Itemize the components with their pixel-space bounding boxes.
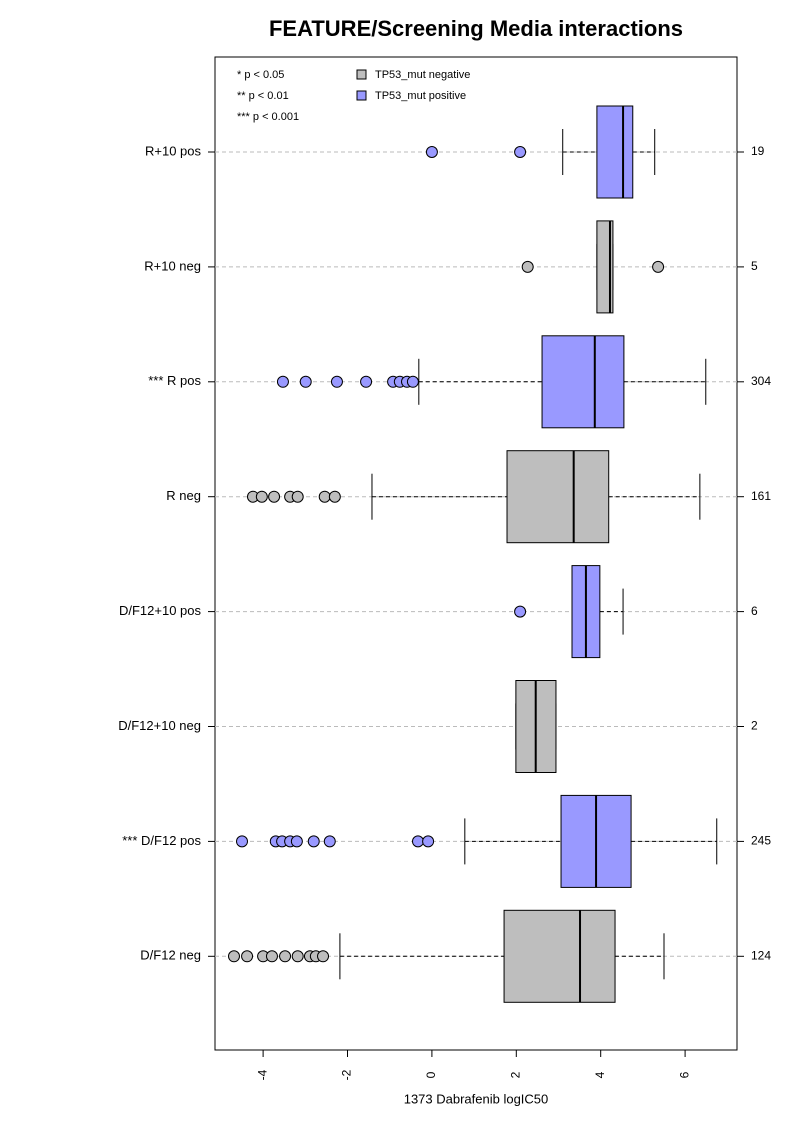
x-tick-label: 6 — [677, 1071, 691, 1078]
category-label: *** R pos — [148, 373, 201, 388]
count-label: 124 — [751, 948, 771, 962]
x-tick-label: -2 — [340, 1069, 354, 1080]
outlier — [236, 835, 249, 848]
plot-frame — [214, 56, 738, 1051]
outlier — [425, 146, 438, 158]
legend-note: *** p < 0.001 — [237, 111, 299, 123]
outlier — [268, 490, 281, 503]
chart-title: FEATURE/Screening Media interactions — [269, 16, 683, 41]
count-label: 19 — [751, 144, 765, 158]
outlier — [514, 146, 527, 158]
box — [596, 220, 614, 314]
box — [503, 909, 616, 1003]
count-label: 2 — [751, 719, 758, 733]
outlier — [265, 950, 278, 963]
count-label: 304 — [751, 374, 771, 388]
outlier — [317, 950, 330, 963]
outlier — [291, 490, 304, 503]
outlier — [411, 835, 424, 848]
legend-swatch — [356, 90, 367, 101]
outlier — [318, 490, 331, 503]
legend-note: * p < 0.05 — [237, 69, 284, 81]
outlier — [276, 375, 289, 388]
count-label: 245 — [751, 834, 771, 848]
legend-note: ** p < 0.01 — [237, 90, 289, 102]
category-label: R+10 pos — [145, 143, 202, 158]
x-tick-label: 0 — [424, 1071, 438, 1078]
category-label: *** D/F12 pos — [122, 833, 201, 848]
outlier — [514, 605, 527, 618]
outlier — [255, 490, 268, 503]
x-tick-label: 4 — [593, 1071, 607, 1078]
outlier — [291, 950, 304, 963]
legend-label: TP53_mut positive — [375, 90, 466, 102]
legend-swatch — [356, 69, 367, 80]
box — [541, 335, 625, 429]
legend-label: TP53_mut negative — [375, 69, 470, 81]
outlier — [323, 835, 336, 848]
count-label: 6 — [751, 604, 758, 618]
outlier — [330, 375, 343, 388]
category-label: D/F12+10 neg — [118, 718, 201, 733]
count-label: 161 — [751, 489, 771, 503]
x-axis-label: 1373 Dabrafenib logIC50 — [404, 1091, 549, 1106]
outlier — [652, 260, 665, 273]
outlier — [521, 260, 534, 273]
x-tick-label: 2 — [508, 1071, 522, 1078]
outlier — [290, 835, 303, 848]
x-tick-label: -4 — [255, 1069, 269, 1080]
outlier — [227, 950, 240, 963]
outlier — [299, 375, 312, 388]
outlier — [422, 835, 435, 848]
outlier — [307, 835, 320, 848]
count-label: 5 — [751, 259, 758, 273]
box — [596, 105, 634, 199]
outlier — [241, 950, 254, 963]
outlier — [279, 950, 292, 963]
outlier — [406, 375, 419, 388]
box — [506, 450, 610, 544]
category-label: D/F12+10 pos — [119, 603, 202, 618]
category-label: D/F12 neg — [140, 948, 201, 963]
category-label: R neg — [166, 488, 201, 503]
category-label: R+10 neg — [144, 258, 201, 273]
outlier — [328, 490, 341, 503]
outlier — [360, 375, 373, 388]
